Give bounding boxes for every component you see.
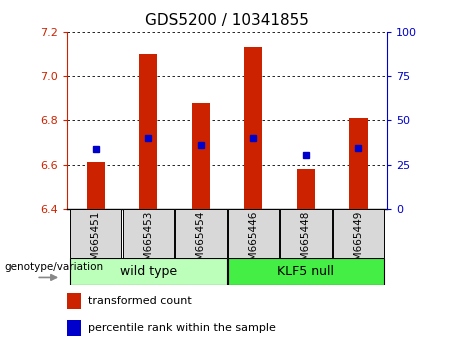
Title: GDS5200 / 10341855: GDS5200 / 10341855 (145, 13, 309, 28)
Bar (244, 47, 262, 209)
Bar (67, 293, 81, 309)
Bar (87, 162, 105, 209)
Text: GSM665449: GSM665449 (353, 211, 363, 274)
Bar (67, 320, 81, 336)
Text: percentile rank within the sample: percentile rank within the sample (88, 323, 276, 333)
Bar (228, 209, 279, 258)
Text: KLF5 null: KLF5 null (278, 265, 334, 278)
Bar (175, 209, 226, 258)
Bar (280, 209, 331, 258)
Text: GSM665448: GSM665448 (301, 211, 311, 274)
Text: genotype/variation: genotype/variation (5, 262, 104, 272)
Bar (192, 103, 210, 209)
Bar (139, 54, 158, 209)
Bar (333, 209, 384, 258)
Bar (123, 209, 174, 258)
Text: transformed count: transformed count (88, 296, 191, 306)
Bar (296, 169, 315, 209)
Bar (349, 118, 367, 209)
Text: GSM665446: GSM665446 (248, 211, 258, 274)
Bar (70, 258, 226, 285)
Bar (228, 258, 384, 285)
Text: GSM665453: GSM665453 (143, 211, 153, 274)
Text: GSM665454: GSM665454 (196, 211, 206, 274)
Text: GSM665451: GSM665451 (91, 211, 101, 274)
Bar (70, 209, 121, 258)
Text: wild type: wild type (120, 265, 177, 278)
